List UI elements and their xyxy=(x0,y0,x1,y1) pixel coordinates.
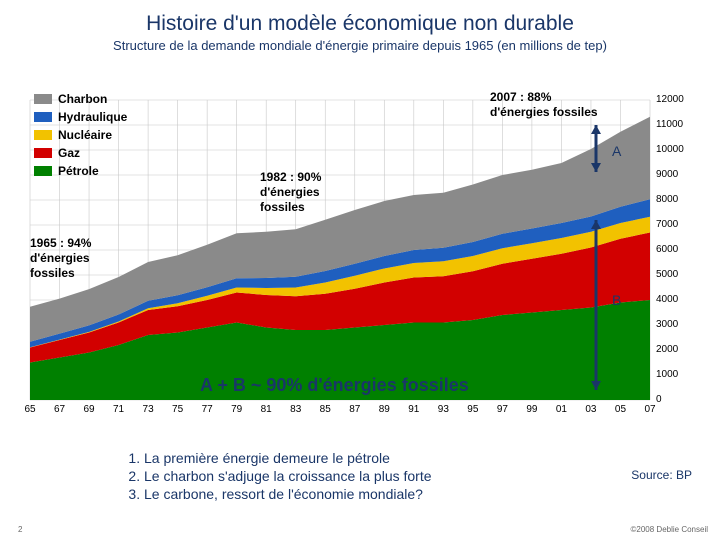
y-tick-label: 1000 xyxy=(656,369,678,380)
legend-item: Charbon xyxy=(34,92,127,106)
annotation-a2007: 2007 : 88% d'énergies fossiles xyxy=(490,90,598,120)
legend-label: Charbon xyxy=(58,92,107,106)
x-tick-label: 03 xyxy=(585,404,596,415)
y-tick-label: 5000 xyxy=(656,269,678,280)
y-tick-label: 6000 xyxy=(656,244,678,255)
legend-swatch xyxy=(34,94,52,104)
notes-list: La première énergie demeure le pétrole Le… xyxy=(120,450,432,504)
x-tick-label: 99 xyxy=(526,404,537,415)
x-tick-label: 67 xyxy=(54,404,65,415)
x-tick-label: 83 xyxy=(290,404,301,415)
y-tick-label: 12000 xyxy=(656,94,684,105)
x-tick-label: 75 xyxy=(172,404,183,415)
x-tick-label: 97 xyxy=(497,404,508,415)
legend-swatch xyxy=(34,130,52,140)
equation-text: A + B ~ 90% d'énergies fossiles xyxy=(200,375,469,396)
notes-ol: La première énergie demeure le pétrole Le… xyxy=(120,450,432,502)
y-tick-label: 2000 xyxy=(656,344,678,355)
marker-B: B xyxy=(612,292,621,308)
annotation-a1965: 1965 : 94% d'énergies fossiles xyxy=(30,236,91,281)
x-tick-label: 73 xyxy=(143,404,154,415)
note-item: La première énergie demeure le pétrole xyxy=(144,450,432,466)
y-tick-label: 4000 xyxy=(656,294,678,305)
x-tick-label: 89 xyxy=(379,404,390,415)
y-tick-label: 3000 xyxy=(656,319,678,330)
legend-label: Gaz xyxy=(58,146,80,160)
page-subtitle: Structure de la demande mondiale d'énerg… xyxy=(20,38,700,53)
legend-item: Hydraulique xyxy=(34,110,127,124)
legend-label: Pétrole xyxy=(58,164,99,178)
y-tick-label: 11000 xyxy=(656,119,683,130)
note-item: Le charbon s'adjuge la croissance la plu… xyxy=(144,468,432,484)
x-tick-label: 93 xyxy=(438,404,449,415)
y-tick-label: 8000 xyxy=(656,194,678,205)
x-tick-label: 95 xyxy=(467,404,478,415)
legend-label: Hydraulique xyxy=(58,110,127,124)
y-tick-label: 9000 xyxy=(656,169,678,180)
page-number: 2 xyxy=(18,525,22,534)
x-tick-label: 79 xyxy=(231,404,242,415)
title-block: Histoire d'un modèle économique non dura… xyxy=(0,0,720,57)
annotation-a1982: 1982 : 90% d'énergies fossiles xyxy=(260,170,321,215)
legend-swatch xyxy=(34,112,52,122)
x-tick-label: 81 xyxy=(261,404,272,415)
source-label: Source: BP xyxy=(631,468,692,482)
page-title: Histoire d'un modèle économique non dura… xyxy=(20,12,700,36)
x-tick-label: 65 xyxy=(24,404,35,415)
legend-item: Pétrole xyxy=(34,164,127,178)
legend-item: Nucléaire xyxy=(34,128,127,142)
legend-swatch xyxy=(34,148,52,158)
x-tick-label: 77 xyxy=(202,404,213,415)
y-tick-label: 10000 xyxy=(656,144,684,155)
x-tick-label: 71 xyxy=(113,404,124,415)
x-tick-label: 91 xyxy=(408,404,419,415)
x-tick-label: 07 xyxy=(644,404,655,415)
legend: Charbon Hydraulique Nucléaire Gaz Pétrole xyxy=(34,92,127,182)
x-tick-label: 01 xyxy=(556,404,567,415)
legend-label: Nucléaire xyxy=(58,128,112,142)
x-tick-label: 87 xyxy=(349,404,360,415)
marker-A: A xyxy=(612,143,621,159)
legend-swatch xyxy=(34,166,52,176)
note-item: Le carbone, ressort de l'économie mondia… xyxy=(144,486,432,502)
x-tick-label: 85 xyxy=(320,404,331,415)
y-tick-label: 7000 xyxy=(656,219,678,230)
y-tick-label: 0 xyxy=(656,394,662,405)
legend-item: Gaz xyxy=(34,146,127,160)
x-tick-label: 69 xyxy=(83,404,94,415)
copyright: ©2008 Deblie Conseil xyxy=(631,525,709,534)
x-tick-label: 05 xyxy=(615,404,626,415)
